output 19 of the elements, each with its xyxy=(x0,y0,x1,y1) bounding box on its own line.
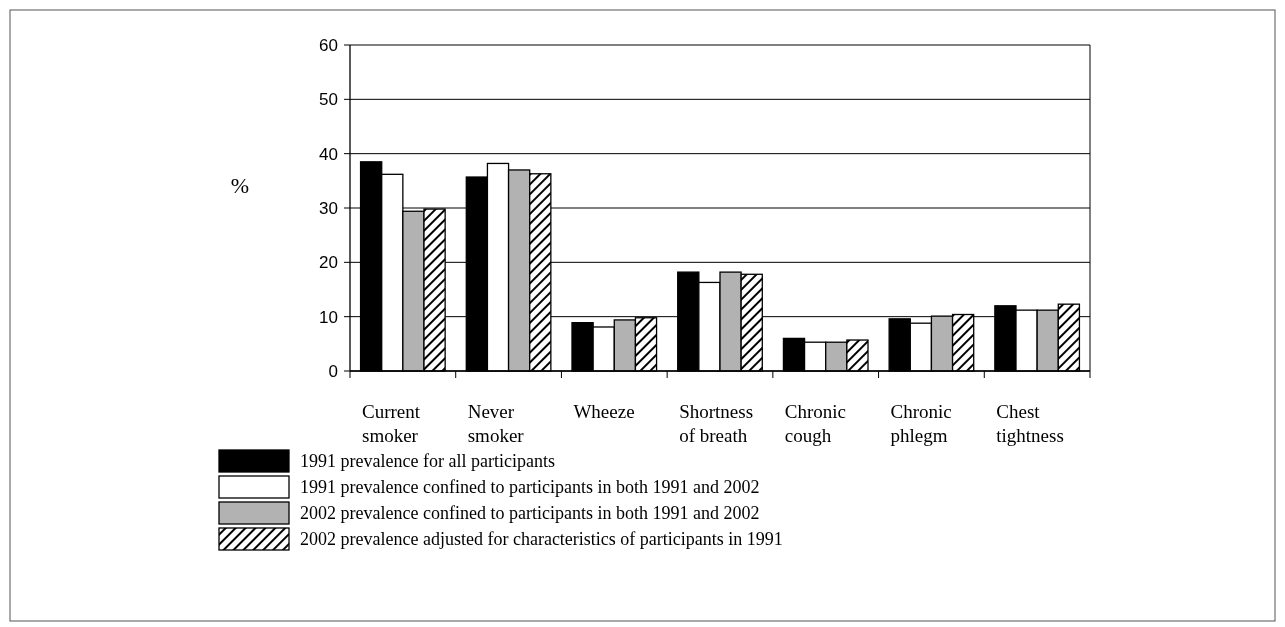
x-tick-label: Chronic phlegm xyxy=(890,401,952,446)
x-tick-label: Chronic cough xyxy=(784,401,847,446)
legend-label: 1991 prevalence confined to participants in both 1991 and 2002 xyxy=(300,477,760,498)
y-tick-label: 20 xyxy=(319,253,338,273)
legend-label: 2002 prevalence confined to participants in both 1991 and 2002 xyxy=(300,503,760,524)
x-tick-label: Wheeze xyxy=(573,401,635,422)
legend-label: 1991 prevalence for all participants xyxy=(300,451,555,472)
x-tick-label: Current smoker xyxy=(362,401,421,446)
y-axis-title: % xyxy=(230,173,250,198)
legend-label: 2002 prevalence adjusted for characteristics of participants in 1991 xyxy=(300,529,783,550)
y-tick-label: 40 xyxy=(319,144,338,164)
y-tick-label: 10 xyxy=(319,307,338,327)
x-tick-label: Never smoker xyxy=(467,401,525,446)
y-tick-label: 30 xyxy=(319,198,338,218)
x-tick-label: Shortness of breath xyxy=(679,401,754,446)
x-tick-label: Chest tightness xyxy=(996,401,1064,446)
y-tick-label: 60 xyxy=(319,35,338,55)
y-tick-label: 0 xyxy=(328,361,338,381)
y-tick-label: 50 xyxy=(319,90,338,110)
